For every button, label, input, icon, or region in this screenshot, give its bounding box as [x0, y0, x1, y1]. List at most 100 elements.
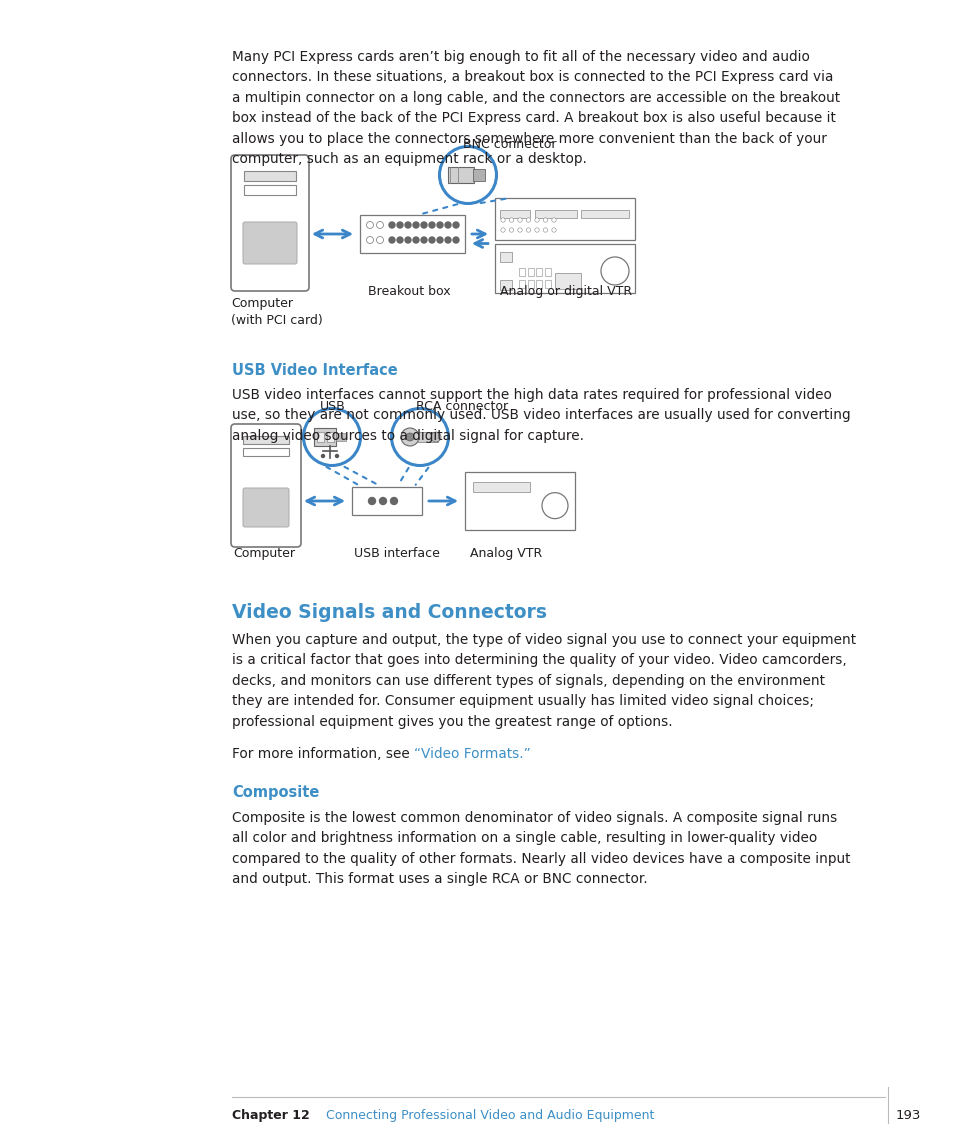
Bar	[316, 432, 324, 442]
Bar	[527, 268, 533, 276]
FancyBboxPatch shape	[231, 155, 309, 291]
Text: Breakout box: Breakout box	[368, 285, 450, 298]
FancyBboxPatch shape	[231, 424, 301, 547]
Bar	[314, 428, 335, 447]
Bar	[499, 281, 512, 290]
Bar	[536, 268, 541, 276]
Bar	[417, 432, 437, 442]
FancyBboxPatch shape	[243, 222, 296, 264]
Circle shape	[431, 432, 440, 442]
Circle shape	[436, 237, 442, 243]
Text: Connecting Professional Video and Audio Equipment: Connecting Professional Video and Audio …	[314, 1110, 654, 1122]
Bar	[243, 448, 289, 456]
Bar	[244, 185, 295, 195]
Text: For more information, see: For more information, see	[232, 747, 414, 761]
Circle shape	[429, 237, 435, 243]
Bar	[555, 273, 580, 289]
Text: Many PCI Express cards aren’t big enough to fit all of the necessary video and a: Many PCI Express cards aren’t big enough…	[232, 50, 840, 166]
Bar	[448, 167, 474, 183]
Circle shape	[321, 455, 324, 458]
Bar	[335, 433, 346, 441]
Circle shape	[541, 492, 567, 519]
Circle shape	[542, 218, 547, 222]
Circle shape	[517, 218, 521, 222]
Bar	[544, 268, 550, 276]
Circle shape	[600, 256, 628, 285]
Circle shape	[389, 237, 395, 243]
Circle shape	[444, 237, 451, 243]
Bar	[327, 432, 334, 442]
Text: Composite is the lowest common denominator of video signals. A composite signal : Composite is the lowest common denominat…	[232, 811, 850, 886]
Circle shape	[429, 222, 435, 228]
Circle shape	[376, 221, 383, 229]
Bar	[359, 215, 464, 253]
Bar	[499, 210, 530, 218]
Bar	[244, 171, 295, 181]
Circle shape	[368, 497, 375, 505]
Circle shape	[406, 433, 414, 441]
Bar	[499, 252, 512, 262]
Bar	[352, 487, 421, 515]
Bar	[518, 268, 524, 276]
Circle shape	[396, 237, 402, 243]
Text: Composite: Composite	[232, 785, 319, 800]
Circle shape	[420, 237, 427, 243]
Circle shape	[405, 237, 411, 243]
Circle shape	[517, 228, 521, 232]
Circle shape	[413, 222, 418, 228]
Circle shape	[405, 222, 411, 228]
Text: Computer
(with PCI card): Computer (with PCI card)	[231, 297, 322, 327]
Bar	[473, 169, 484, 181]
Text: Chapter 12: Chapter 12	[232, 1110, 310, 1122]
Circle shape	[526, 218, 530, 222]
Text: USB Video Interface: USB Video Interface	[232, 363, 397, 378]
Circle shape	[535, 218, 538, 222]
Circle shape	[526, 228, 530, 232]
Circle shape	[420, 222, 427, 228]
Circle shape	[400, 428, 418, 447]
Text: When you capture and output, the type of video signal you use to connect your eq: When you capture and output, the type of…	[232, 633, 855, 728]
Bar	[495, 198, 635, 240]
Text: Computer: Computer	[233, 547, 294, 560]
Circle shape	[453, 222, 458, 228]
Circle shape	[389, 222, 395, 228]
Text: 193: 193	[895, 1110, 921, 1122]
Bar	[544, 281, 550, 289]
Text: Analog VTR: Analog VTR	[470, 547, 541, 560]
Circle shape	[396, 222, 402, 228]
Bar	[473, 482, 530, 492]
Text: USB: USB	[319, 401, 345, 413]
Text: “Video Formats.”: “Video Formats.”	[414, 747, 530, 761]
Circle shape	[444, 222, 451, 228]
Circle shape	[366, 221, 374, 229]
Circle shape	[509, 218, 513, 222]
Text: Analog or digital VTR: Analog or digital VTR	[499, 285, 632, 298]
Text: Video Signals and Connectors: Video Signals and Connectors	[232, 603, 546, 622]
Bar	[535, 210, 577, 218]
Bar	[495, 244, 635, 293]
Circle shape	[453, 237, 458, 243]
Circle shape	[413, 237, 418, 243]
Bar	[527, 281, 533, 289]
Bar	[464, 472, 575, 530]
Circle shape	[551, 218, 556, 222]
Circle shape	[379, 497, 386, 505]
FancyBboxPatch shape	[243, 488, 289, 527]
Bar	[580, 210, 628, 218]
Bar	[518, 281, 524, 289]
Bar	[536, 281, 541, 289]
Circle shape	[335, 455, 338, 458]
Circle shape	[366, 237, 374, 244]
Text: USB interface: USB interface	[354, 547, 439, 560]
Circle shape	[390, 497, 397, 505]
Text: USB video interfaces cannot support the high data rates required for professiona: USB video interfaces cannot support the …	[232, 388, 850, 443]
Circle shape	[509, 228, 513, 232]
Text: BNC connector: BNC connector	[462, 139, 556, 151]
Circle shape	[376, 237, 383, 244]
Text: RCA connector: RCA connector	[416, 401, 508, 413]
Bar	[243, 436, 289, 444]
Circle shape	[500, 218, 505, 222]
Circle shape	[542, 228, 547, 232]
Circle shape	[535, 228, 538, 232]
Circle shape	[551, 228, 556, 232]
